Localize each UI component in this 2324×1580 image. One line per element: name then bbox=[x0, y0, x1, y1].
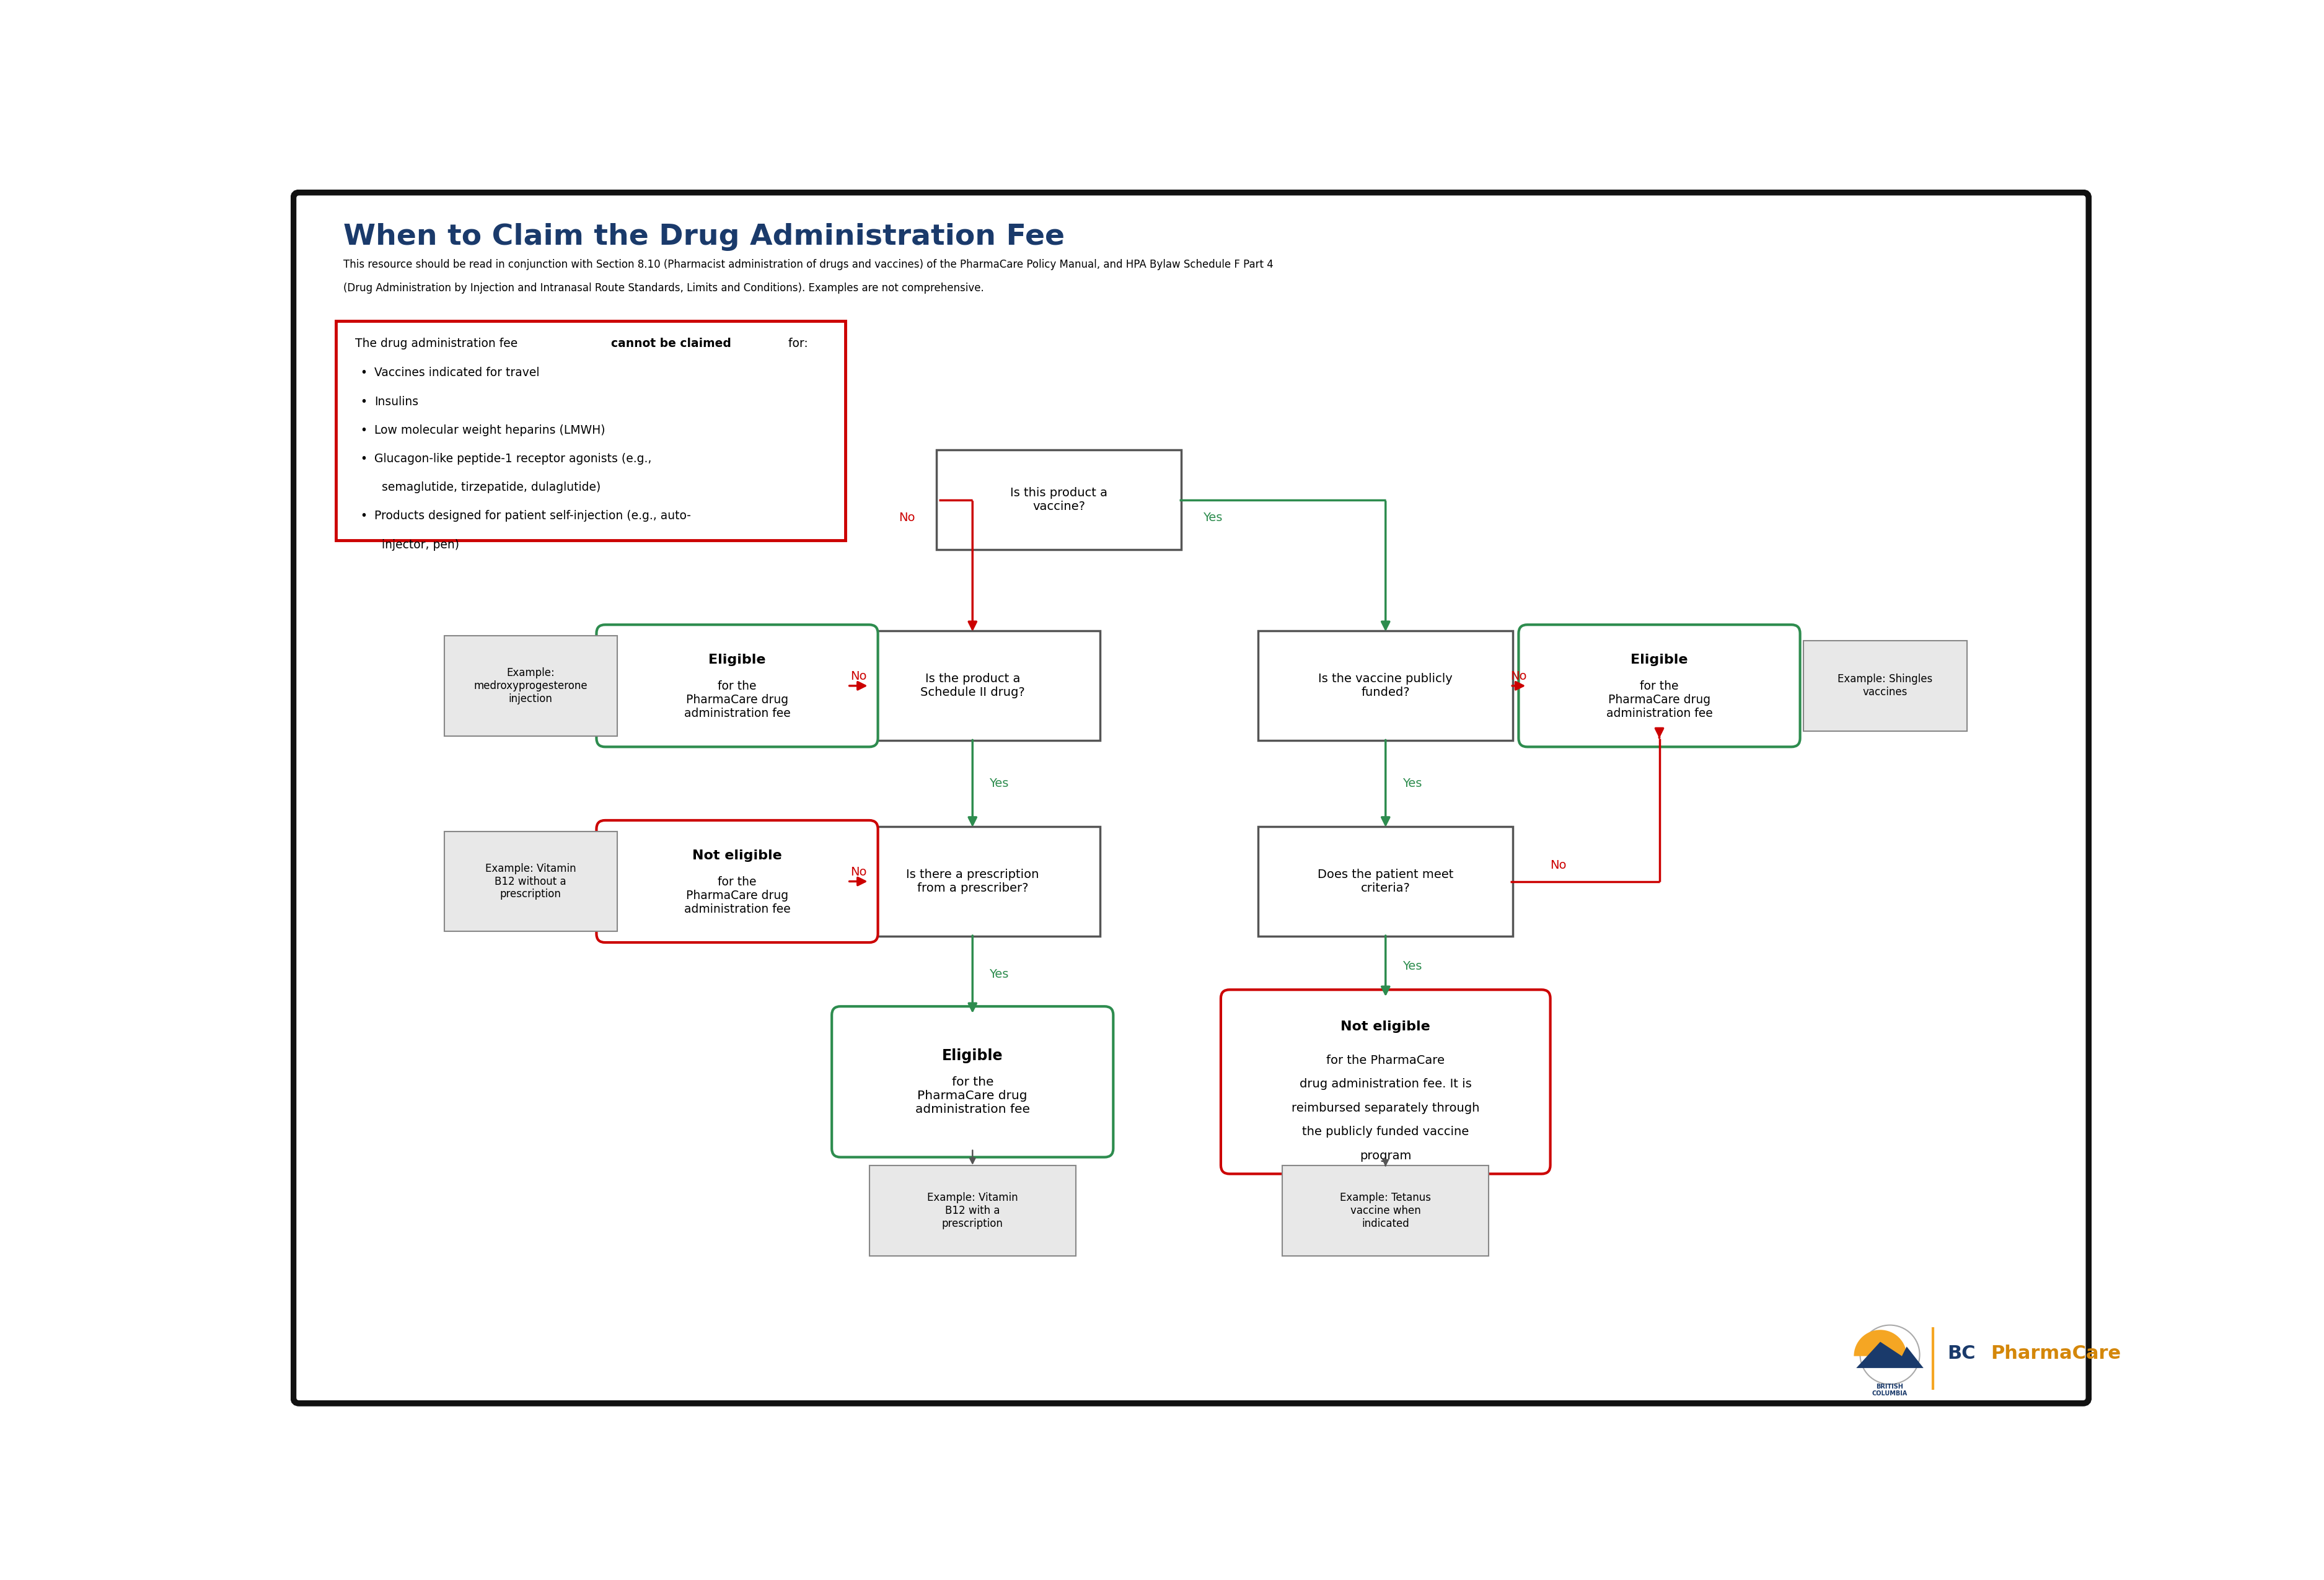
Text: Example:
medroxyprogesterone
injection: Example: medroxyprogesterone injection bbox=[474, 667, 588, 705]
Text: No: No bbox=[1550, 860, 1566, 871]
FancyBboxPatch shape bbox=[597, 624, 878, 747]
Text: PharmaCare: PharmaCare bbox=[1992, 1345, 2122, 1362]
Polygon shape bbox=[1857, 1341, 1924, 1368]
Text: the publicly funded vaccine: the publicly funded vaccine bbox=[1301, 1127, 1469, 1138]
Wedge shape bbox=[1855, 1330, 1906, 1356]
Text: (Drug Administration by Injection and Intranasal Route Standards, Limits and Con: (Drug Administration by Injection and In… bbox=[344, 283, 983, 294]
Text: Does the patient meet
criteria?: Does the patient meet criteria? bbox=[1318, 869, 1452, 894]
Text: Glucagon-like peptide-1 receptor agonists (e.g.,: Glucagon-like peptide-1 receptor agonist… bbox=[374, 453, 651, 465]
Text: Yes: Yes bbox=[990, 777, 1009, 790]
Text: •: • bbox=[360, 425, 367, 436]
Text: Is there a prescription
from a prescriber?: Is there a prescription from a prescribe… bbox=[906, 869, 1039, 894]
Text: •: • bbox=[360, 367, 367, 379]
Text: Not eligible: Not eligible bbox=[1341, 1021, 1432, 1033]
Text: for the
PharmaCare drug
administration fee: for the PharmaCare drug administration f… bbox=[683, 681, 790, 719]
Text: •: • bbox=[360, 395, 367, 408]
FancyBboxPatch shape bbox=[846, 630, 1099, 741]
Text: Yes: Yes bbox=[1401, 777, 1422, 790]
Text: Products designed for patient self-injection (e.g., auto-: Products designed for patient self-injec… bbox=[374, 510, 690, 521]
Text: semaglutide, tirzepatide, dulaglutide): semaglutide, tirzepatide, dulaglutide) bbox=[374, 482, 602, 493]
Text: Eligible: Eligible bbox=[1631, 654, 1687, 667]
Text: for the PharmaCare: for the PharmaCare bbox=[1327, 1054, 1446, 1067]
FancyBboxPatch shape bbox=[1518, 624, 1801, 747]
Text: Eligible: Eligible bbox=[941, 1049, 1004, 1063]
Text: When to Claim the Drug Administration Fee: When to Claim the Drug Administration Fe… bbox=[344, 223, 1064, 251]
Text: No: No bbox=[1511, 670, 1527, 683]
Text: Yes: Yes bbox=[1204, 512, 1222, 523]
Text: for:: for: bbox=[786, 338, 809, 349]
FancyBboxPatch shape bbox=[1803, 640, 1966, 732]
Text: Example: Vitamin
B12 with a
prescription: Example: Vitamin B12 with a prescription bbox=[927, 1193, 1018, 1229]
Text: for the
PharmaCare drug
administration fee: for the PharmaCare drug administration f… bbox=[1606, 681, 1713, 719]
Text: This resource should be read in conjunction with Section 8.10 (Pharmacist admini: This resource should be read in conjunct… bbox=[344, 259, 1274, 270]
Text: •: • bbox=[360, 453, 367, 465]
Text: Yes: Yes bbox=[1401, 961, 1422, 972]
Text: BC: BC bbox=[1948, 1345, 1975, 1362]
Text: No: No bbox=[851, 866, 867, 878]
Text: The drug administration fee: The drug administration fee bbox=[356, 338, 521, 349]
Text: Example: Vitamin
B12 without a
prescription: Example: Vitamin B12 without a prescript… bbox=[486, 863, 576, 901]
FancyBboxPatch shape bbox=[444, 831, 618, 932]
Text: No: No bbox=[899, 512, 916, 523]
FancyBboxPatch shape bbox=[1257, 826, 1513, 937]
Text: for the
PharmaCare drug
administration fee: for the PharmaCare drug administration f… bbox=[916, 1076, 1030, 1115]
Text: drug administration fee. It is: drug administration fee. It is bbox=[1299, 1078, 1471, 1090]
Text: Vaccines indicated for travel: Vaccines indicated for travel bbox=[374, 367, 539, 379]
FancyBboxPatch shape bbox=[869, 1166, 1076, 1256]
Text: No: No bbox=[851, 670, 867, 683]
FancyBboxPatch shape bbox=[337, 321, 846, 540]
Text: injector, pen): injector, pen) bbox=[374, 539, 460, 550]
Text: Insulins: Insulins bbox=[374, 395, 418, 408]
Text: Yes: Yes bbox=[990, 969, 1009, 980]
FancyBboxPatch shape bbox=[444, 635, 618, 736]
FancyBboxPatch shape bbox=[846, 826, 1099, 937]
Text: for the
PharmaCare drug
administration fee: for the PharmaCare drug administration f… bbox=[683, 875, 790, 915]
FancyBboxPatch shape bbox=[1257, 630, 1513, 741]
FancyBboxPatch shape bbox=[1220, 989, 1550, 1174]
Text: Is the product a
Schedule II drug?: Is the product a Schedule II drug? bbox=[920, 673, 1025, 698]
Text: Low molecular weight heparins (LMWH): Low molecular weight heparins (LMWH) bbox=[374, 425, 604, 436]
Text: program: program bbox=[1360, 1150, 1411, 1161]
Text: Eligible: Eligible bbox=[709, 654, 767, 667]
Text: reimbursed separately through: reimbursed separately through bbox=[1292, 1103, 1480, 1114]
Text: Not eligible: Not eligible bbox=[693, 850, 781, 861]
FancyBboxPatch shape bbox=[937, 450, 1181, 550]
Text: BRITISH
COLUMBIA: BRITISH COLUMBIA bbox=[1873, 1384, 1908, 1397]
FancyBboxPatch shape bbox=[1283, 1166, 1490, 1256]
Text: Example: Tetanus
vaccine when
indicated: Example: Tetanus vaccine when indicated bbox=[1341, 1193, 1432, 1229]
Text: Is the vaccine publicly
funded?: Is the vaccine publicly funded? bbox=[1318, 673, 1452, 698]
FancyBboxPatch shape bbox=[293, 193, 2089, 1403]
Text: •: • bbox=[360, 510, 367, 521]
Text: Is this product a
vaccine?: Is this product a vaccine? bbox=[1011, 487, 1109, 512]
Text: cannot be claimed: cannot be claimed bbox=[611, 338, 732, 349]
FancyBboxPatch shape bbox=[832, 1006, 1113, 1157]
Text: Example: Shingles
vaccines: Example: Shingles vaccines bbox=[1838, 673, 1934, 698]
FancyBboxPatch shape bbox=[597, 820, 878, 942]
